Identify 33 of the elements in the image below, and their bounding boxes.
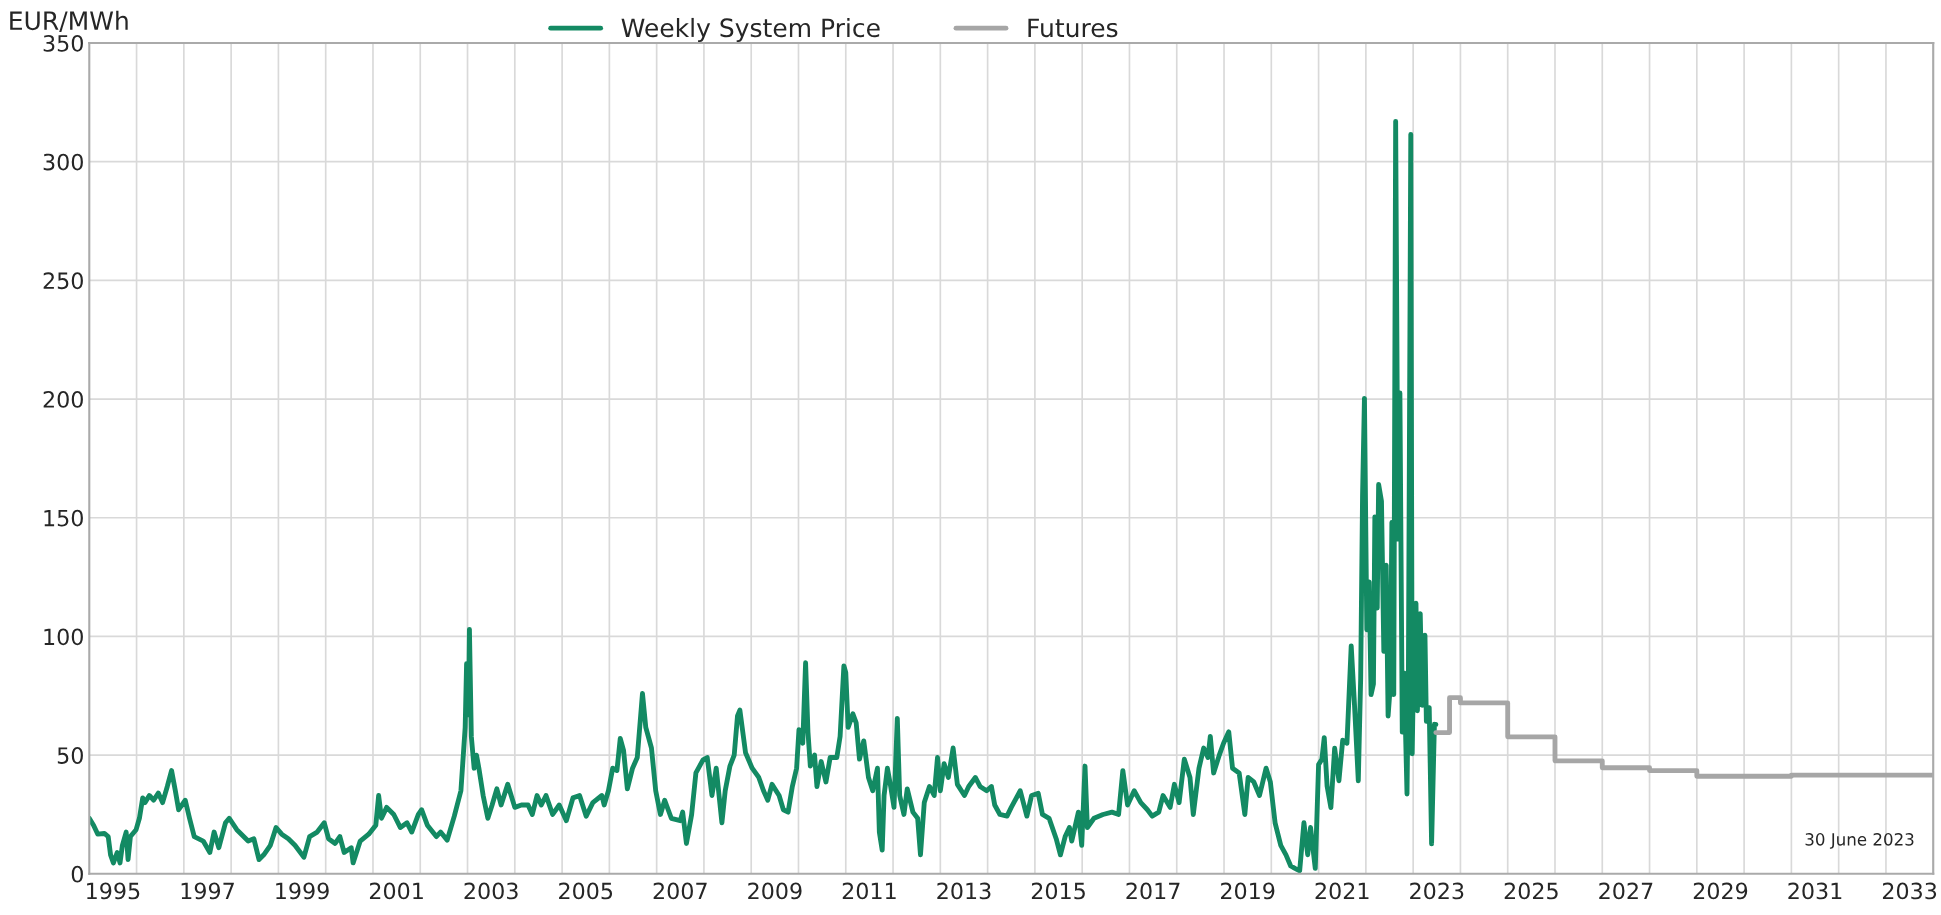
y-tick-label: 100 — [44, 628, 83, 646]
x-tick-label: 2015 — [1031, 882, 1085, 900]
x-tick-label: 1999 — [276, 882, 329, 900]
x-tick-label: 2007 — [653, 882, 707, 900]
y-tick-label: 150 — [44, 509, 83, 527]
y-tick-label: 200 — [43, 391, 83, 408]
legend-label: Weekly System Price — [621, 17, 880, 43]
x-tick-label: 2009 — [748, 882, 802, 900]
x-tick-label: 2003 — [464, 882, 518, 900]
x-tick-label: 2011 — [842, 882, 896, 900]
x-tick-label: 2029 — [1693, 882, 1748, 900]
x-tick-label: 2033 — [1882, 882, 1937, 900]
x-tick-label: 1995 — [87, 882, 140, 900]
x-tick-label: 2013 — [937, 882, 991, 900]
y-tick-label: 300 — [43, 153, 83, 171]
x-tick-label: 2001 — [369, 882, 423, 900]
x-tick-label: 2023 — [1410, 882, 1464, 900]
x-tick-label: 1997 — [181, 882, 234, 900]
y-axis-title: EUR/MWh — [10, 10, 128, 33]
legend-label: Futures — [1028, 18, 1118, 38]
x-tick-label: 2019 — [1221, 882, 1275, 900]
x-tick-label: 2025 — [1504, 882, 1558, 900]
x-tick-label: 2021 — [1315, 882, 1369, 900]
x-tick-label: 2005 — [559, 882, 613, 900]
x-tick-label: 2031 — [1788, 882, 1842, 900]
x-tick-label: 2017 — [1126, 882, 1180, 900]
annotation: 30 June 2023 — [1805, 833, 1914, 849]
x-tick-label: 2027 — [1599, 882, 1653, 900]
y-tick-label: 0 — [71, 865, 83, 883]
y-tick-label: 350 — [43, 34, 83, 52]
y-tick-label: 50 — [57, 747, 83, 764]
line-series — [89, 118, 1439, 874]
y-tick-label: 250 — [43, 272, 83, 290]
